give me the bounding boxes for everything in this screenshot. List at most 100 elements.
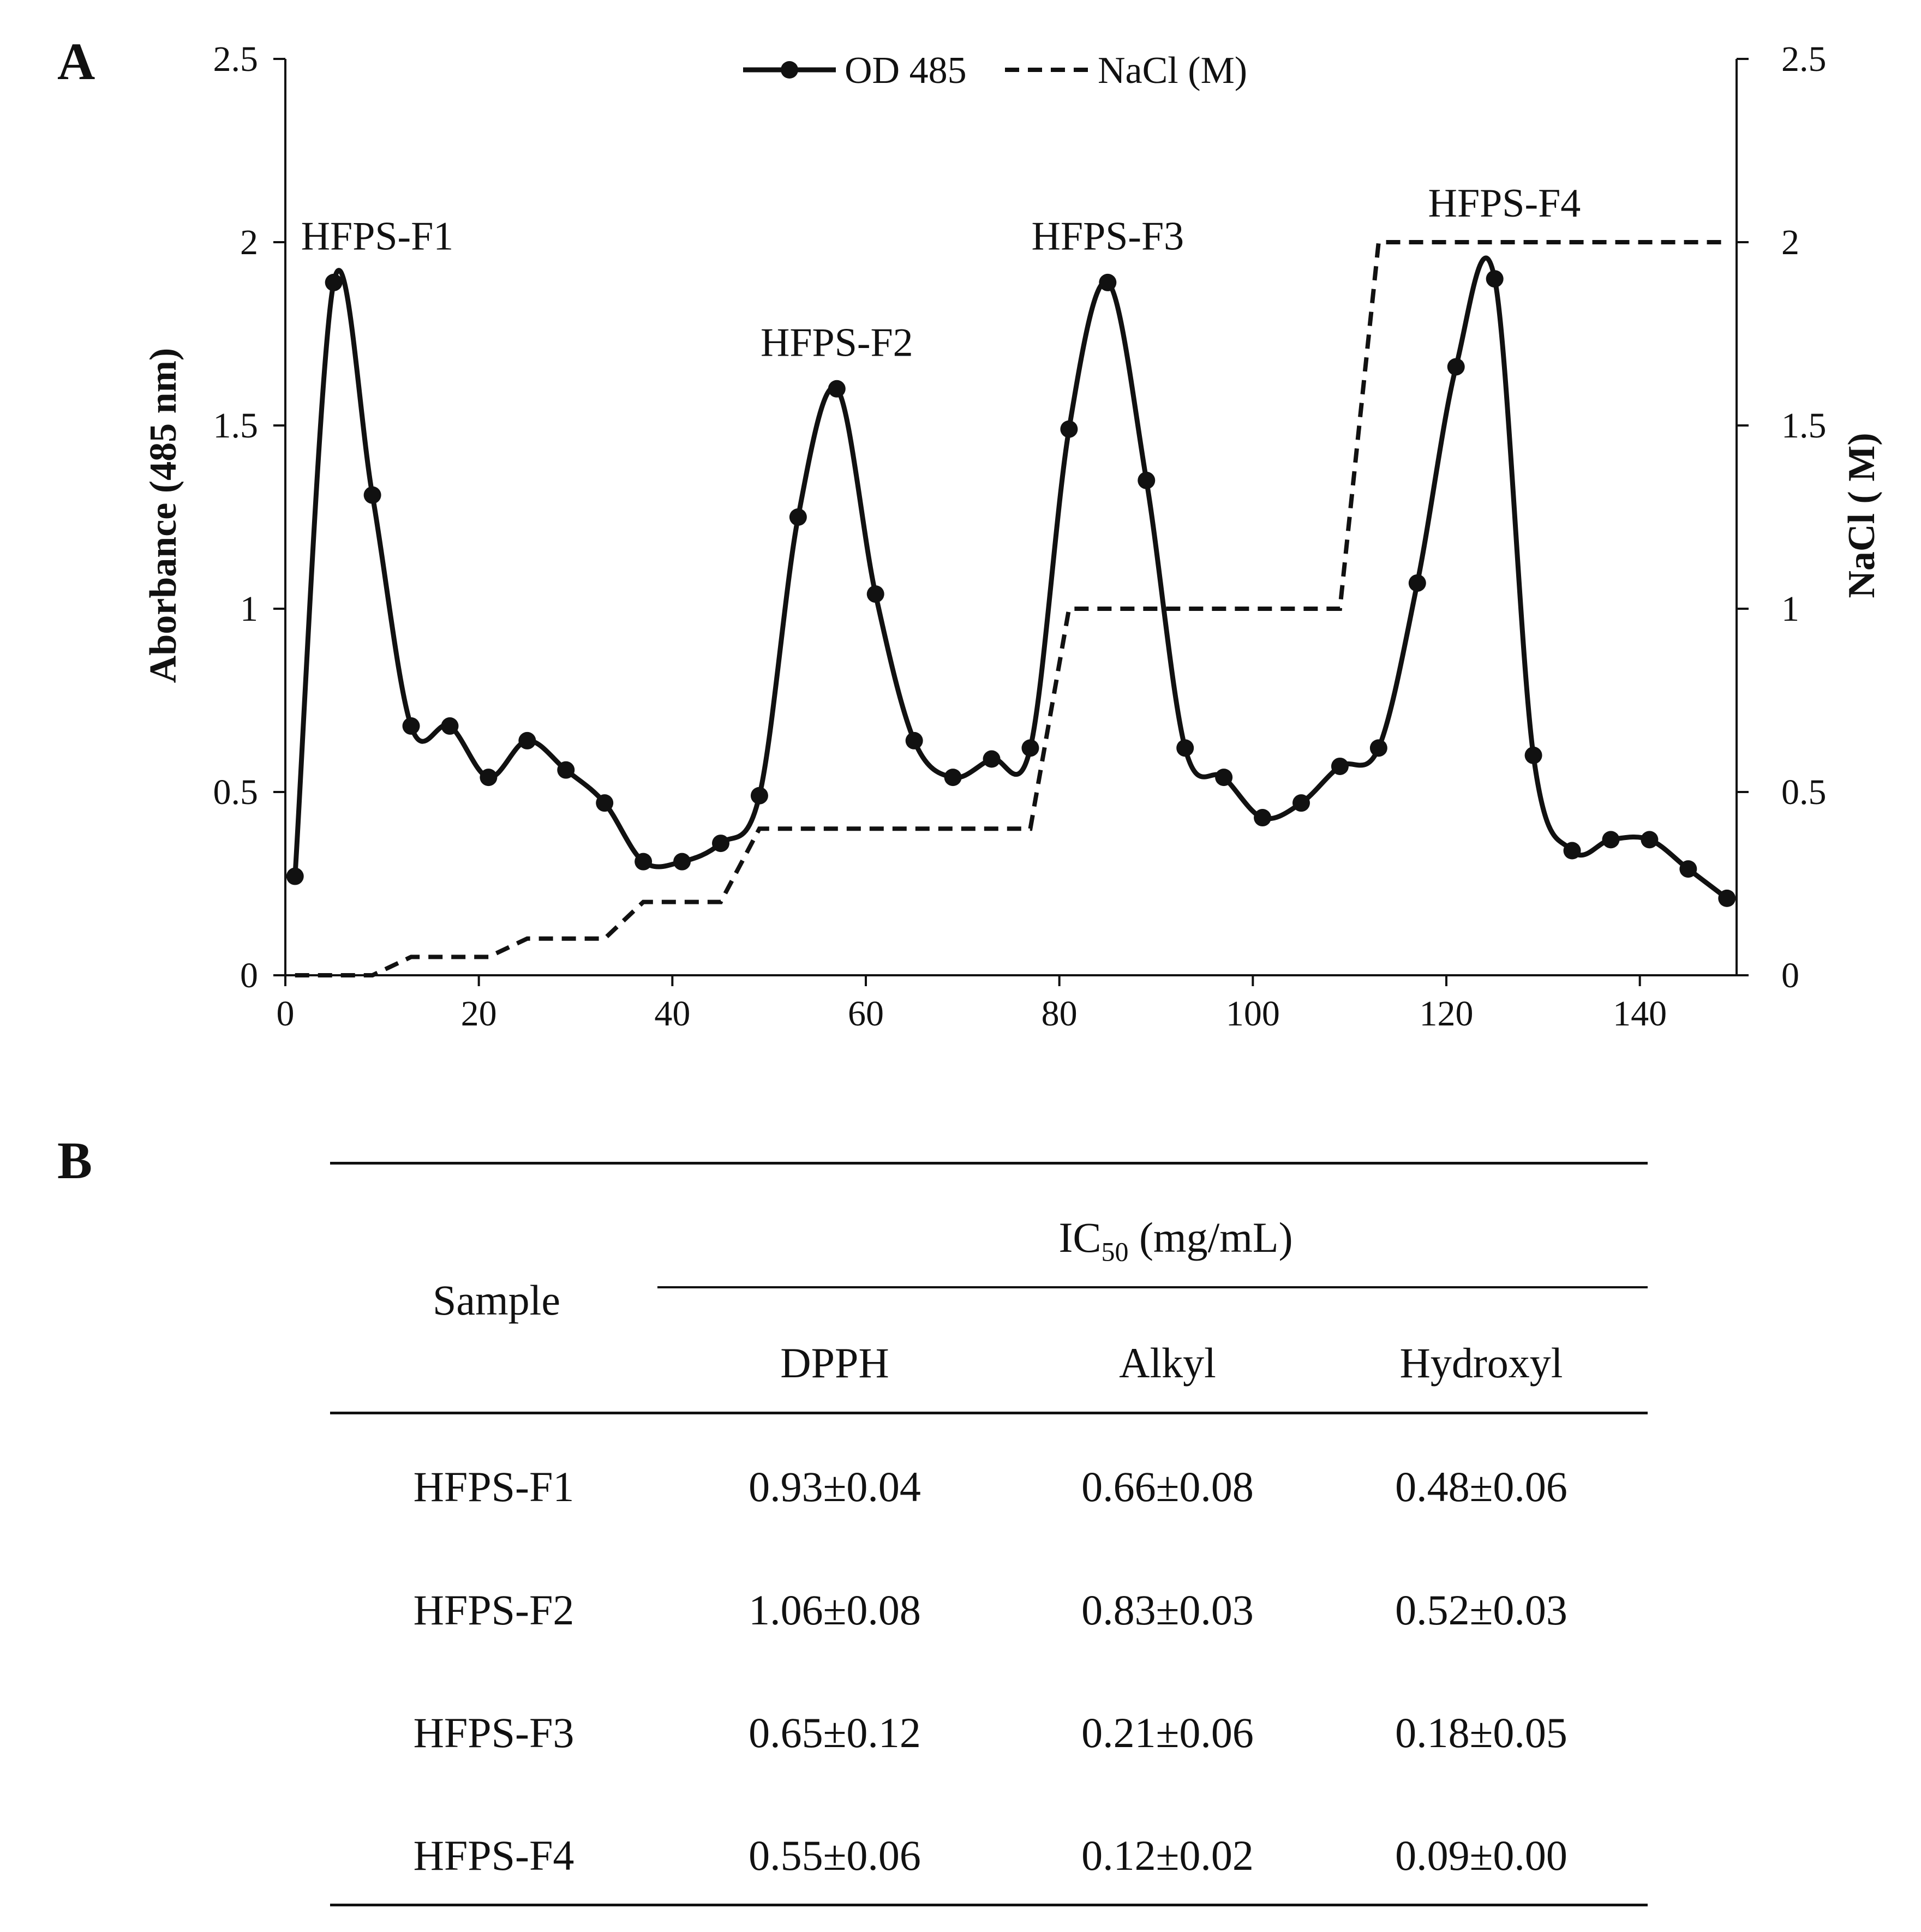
left-y-tick-label: 2	[240, 223, 258, 262]
od485-point	[286, 867, 304, 885]
row-value-hydroxyl: 0.09±0.00	[1395, 1832, 1567, 1879]
od485-point	[1563, 842, 1581, 860]
od485-point	[789, 508, 807, 526]
od485-series	[286, 255, 1736, 907]
ic50-header-subscript: 50	[1101, 1236, 1129, 1267]
peak-label: HFPS-F4	[1428, 181, 1581, 226]
od485-point	[518, 731, 536, 749]
row-value-alkyl: 0.21±0.06	[1081, 1709, 1254, 1756]
od485-point	[635, 853, 653, 871]
row-value-dpph: 0.55±0.06	[749, 1832, 921, 1879]
row-value-hydroxyl: 0.48±0.06	[1395, 1463, 1567, 1510]
od485-point	[1215, 769, 1233, 787]
od485-point	[750, 787, 768, 805]
row-sample: HFPS-F2	[413, 1586, 574, 1634]
od485-point	[557, 761, 575, 779]
nacl-series	[295, 240, 1727, 977]
od485-point	[712, 835, 729, 853]
od485-point	[1021, 739, 1039, 757]
x-tick-label: 60	[848, 994, 884, 1034]
od485-point	[596, 794, 614, 812]
table-bottom-rule	[330, 1904, 1648, 1906]
column-header-alkyl: Alkyl	[1119, 1339, 1216, 1387]
right-y-tick-label: 0	[1781, 956, 1799, 995]
legend-od485-label: OD 485	[845, 50, 967, 92]
od485-point	[1292, 794, 1310, 812]
header-bottom-rule	[330, 1412, 1648, 1414]
right-y-tick-label: 0.5	[1781, 772, 1827, 812]
nacl-line	[295, 240, 1727, 977]
row-value-dpph: 1.06±0.08	[749, 1586, 921, 1634]
right-y-tick-label: 2	[1781, 223, 1799, 262]
od485-point	[1524, 746, 1542, 764]
legend-nacl-label: NaCl (M)	[1098, 50, 1247, 92]
chart-axes: 0 00.5 0.51 11.5 1.52 22.5 2.50 20 40 60 80 100 120 1…	[142, 39, 1883, 1034]
row-sample: HFPS-F1	[413, 1463, 574, 1510]
left-y-tick-label: 1	[240, 589, 258, 629]
x-tick-label: 20	[461, 994, 497, 1034]
od485-point	[944, 769, 962, 787]
peak-annotations: HFPS-F1 HFPS-F2 HFPS-F3 HFPS-F4	[301, 181, 1581, 365]
x-tick-label: 120	[1420, 994, 1474, 1034]
od485-point	[1060, 420, 1078, 438]
legend-od485-marker	[781, 61, 798, 79]
peak-label: HFPS-F2	[761, 320, 913, 365]
row-sample: HFPS-F3	[413, 1709, 574, 1756]
od485-point	[1369, 739, 1387, 757]
row-value-dpph: 0.65±0.12	[749, 1709, 921, 1756]
od485-point	[325, 273, 343, 291]
peak-label: HFPS-F1	[301, 214, 454, 259]
table-top-rule	[330, 1162, 1648, 1165]
left-y-tick-label: 0.5	[213, 772, 259, 812]
row-value-alkyl: 0.12±0.02	[1081, 1832, 1254, 1879]
peak-label: HFPS-F3	[1031, 214, 1184, 259]
left-y-tick-label: 0	[240, 956, 258, 995]
od485-point	[1099, 273, 1117, 291]
ic50-header-main: IC	[1058, 1214, 1102, 1261]
row-value-hydroxyl: 0.18±0.05	[1395, 1709, 1567, 1756]
od485-point	[1602, 831, 1620, 849]
x-tick-label: 140	[1613, 994, 1667, 1034]
od485-point	[673, 853, 691, 871]
y2-axis-label: NaCl ( M)	[1841, 433, 1883, 598]
od485-point	[866, 585, 884, 603]
right-y-tick-label: 1.5	[1781, 406, 1827, 446]
row-value-alkyl: 0.66±0.08	[1081, 1463, 1254, 1510]
x-tick-label: 100	[1226, 994, 1280, 1034]
od485-point	[828, 380, 846, 398]
ic50-header-unit: (mg/mL)	[1128, 1214, 1293, 1261]
od485-point	[1679, 860, 1697, 878]
row-value-alkyl: 0.83±0.03	[1081, 1586, 1254, 1634]
left-y-tick-label: 1.5	[213, 406, 259, 446]
elution-chart: 0 00.5 0.51 11.5 1.52 22.5 2.50 20 40 60 80 100 120 1…	[142, 39, 1883, 1034]
od485-point	[905, 731, 923, 749]
od485-point	[1718, 889, 1736, 907]
ic50-group-header: IC50 (mg/mL)	[1058, 1216, 1292, 1265]
column-header-hydroxyl: Hydroxyl	[1399, 1339, 1563, 1387]
column-header-dpph: DPPH	[780, 1339, 889, 1387]
x-tick-label: 80	[1042, 994, 1078, 1034]
od485-point	[1641, 831, 1659, 849]
od485-point	[983, 750, 1001, 768]
left-y-tick-label: 2.5	[213, 39, 259, 79]
od485-point	[1486, 270, 1504, 288]
od485-point	[480, 769, 498, 787]
od485-point	[402, 717, 420, 735]
sample-column-header: Sample	[433, 1276, 560, 1324]
chart-legend: OD 485 NaCl (M)	[743, 50, 1247, 92]
panel-a-label: A	[57, 32, 95, 91]
od485-point	[1408, 574, 1426, 592]
od485-line	[292, 255, 1728, 901]
od485-point	[1331, 757, 1349, 775]
od485-point	[441, 717, 459, 735]
y-axis-label: Aborbance (485 nm)	[142, 348, 184, 683]
od485-point	[1447, 358, 1465, 376]
right-y-tick-label: 1	[1781, 589, 1799, 629]
panel-b-label: B	[57, 1131, 93, 1190]
od485-point	[1176, 739, 1194, 757]
x-tick-label: 40	[654, 994, 690, 1034]
od485-point	[1138, 471, 1156, 489]
group-header-rule	[657, 1286, 1648, 1288]
od485-point	[363, 486, 381, 504]
row-sample: HFPS-F4	[413, 1832, 574, 1879]
